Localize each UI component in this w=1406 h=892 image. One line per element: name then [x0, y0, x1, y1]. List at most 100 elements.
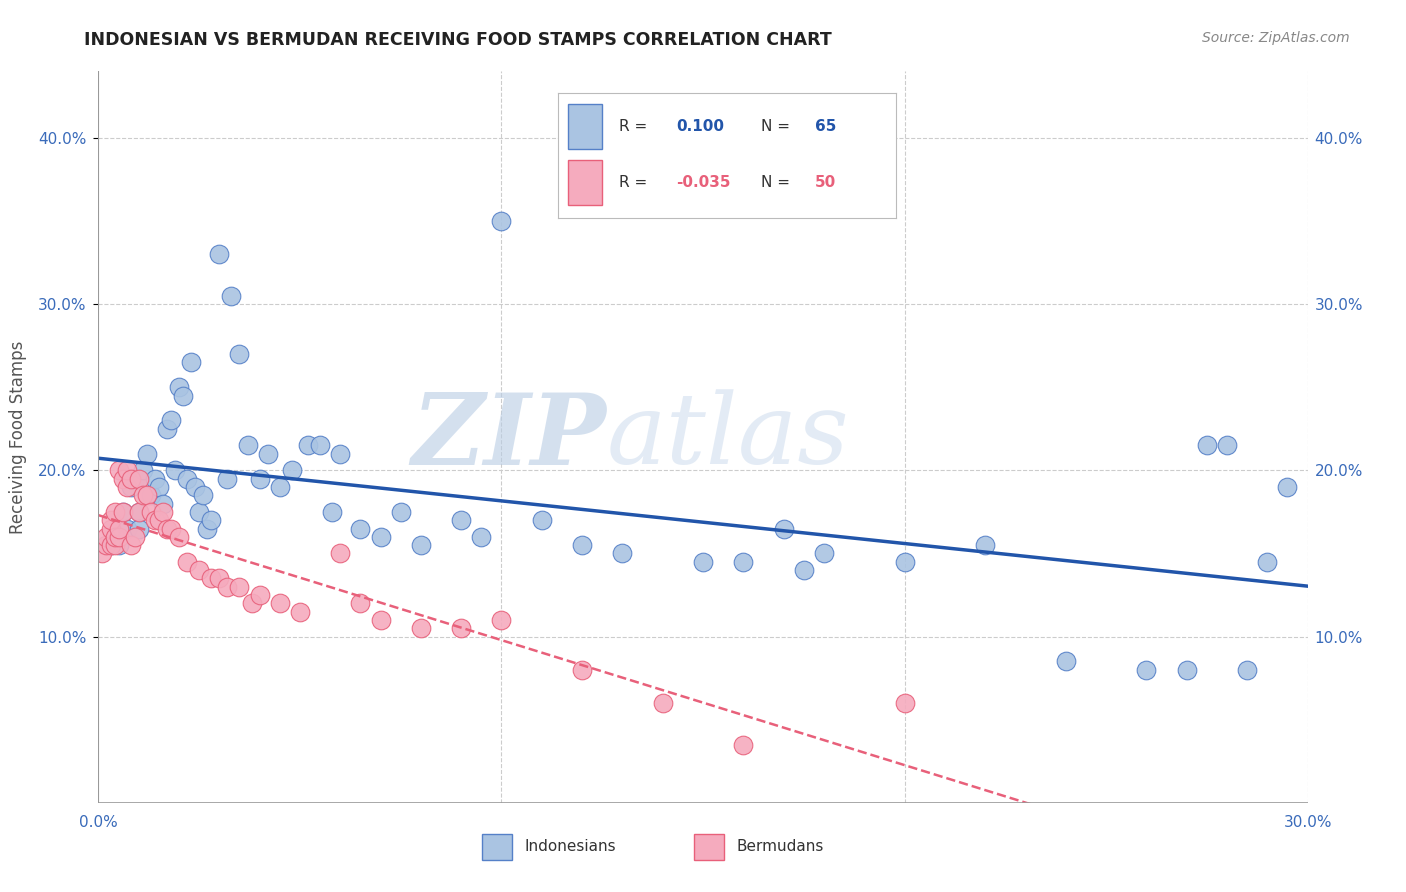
- Point: [217, 472, 239, 486]
- Point: [1277, 480, 1299, 494]
- Point: [103, 538, 125, 552]
- Point: [107, 538, 129, 552]
- Text: INDONESIAN VS BERMUDAN RECEIVING FOOD STAMPS CORRELATION CHART: INDONESIAN VS BERMUDAN RECEIVING FOOD ST…: [84, 31, 832, 49]
- Point: [128, 505, 150, 519]
- Point: [91, 546, 114, 560]
- Point: [100, 538, 122, 552]
- Point: [1175, 663, 1198, 677]
- Point: [128, 521, 150, 535]
- Point: [491, 613, 513, 627]
- Point: [176, 555, 198, 569]
- Point: [200, 571, 222, 585]
- Point: [249, 472, 271, 486]
- Point: [103, 505, 125, 519]
- Point: [111, 472, 134, 486]
- Point: [309, 438, 332, 452]
- Point: [120, 472, 142, 486]
- Point: [132, 463, 155, 477]
- Point: [188, 505, 211, 519]
- Point: [217, 580, 239, 594]
- Point: [571, 538, 593, 552]
- Point: [450, 621, 472, 635]
- Point: [124, 472, 146, 486]
- Point: [321, 505, 343, 519]
- Point: [612, 546, 634, 560]
- Point: [135, 488, 157, 502]
- Point: [139, 505, 162, 519]
- Point: [107, 521, 129, 535]
- Point: [288, 605, 311, 619]
- Point: [156, 521, 179, 535]
- Point: [281, 463, 304, 477]
- Point: [389, 505, 412, 519]
- Point: [163, 463, 186, 477]
- Point: [772, 521, 794, 535]
- Point: [269, 596, 291, 610]
- Point: [152, 497, 174, 511]
- Point: [571, 663, 593, 677]
- Point: [100, 513, 122, 527]
- Point: [184, 480, 207, 494]
- Point: [236, 438, 259, 452]
- Point: [148, 480, 170, 494]
- Point: [530, 513, 553, 527]
- Point: [651, 696, 673, 710]
- Point: [124, 530, 146, 544]
- Point: [160, 521, 183, 535]
- Point: [96, 530, 118, 544]
- Point: [733, 555, 755, 569]
- Point: [172, 388, 194, 402]
- Point: [491, 214, 513, 228]
- Point: [256, 447, 278, 461]
- Point: [111, 505, 134, 519]
- Point: [228, 580, 250, 594]
- Point: [1195, 438, 1218, 452]
- Point: [120, 538, 142, 552]
- Point: [1216, 438, 1239, 452]
- Point: [128, 472, 150, 486]
- Point: [974, 538, 997, 552]
- Point: [167, 380, 190, 394]
- Point: [200, 513, 222, 527]
- Point: [115, 480, 138, 494]
- Point: [139, 488, 162, 502]
- Point: [349, 521, 371, 535]
- Point: [793, 563, 815, 577]
- Point: [1054, 655, 1077, 669]
- Text: Source: ZipAtlas.com: Source: ZipAtlas.com: [1202, 31, 1350, 45]
- Point: [111, 505, 134, 519]
- Point: [188, 563, 211, 577]
- Point: [193, 488, 215, 502]
- Point: [370, 613, 392, 627]
- Point: [128, 472, 150, 486]
- Point: [176, 472, 198, 486]
- Point: [208, 247, 231, 261]
- Point: [692, 555, 714, 569]
- Point: [240, 596, 263, 610]
- Point: [893, 696, 915, 710]
- Point: [128, 505, 150, 519]
- Point: [228, 347, 250, 361]
- Point: [329, 546, 352, 560]
- Point: [221, 289, 243, 303]
- Point: [115, 521, 138, 535]
- Point: [1236, 663, 1258, 677]
- Point: [370, 530, 392, 544]
- Point: [329, 447, 352, 461]
- Point: [107, 530, 129, 544]
- Point: [143, 513, 166, 527]
- Point: [120, 480, 142, 494]
- Point: [143, 472, 166, 486]
- Point: [115, 463, 138, 477]
- Point: [167, 530, 190, 544]
- Point: [135, 447, 157, 461]
- Point: [409, 538, 432, 552]
- Point: [180, 355, 202, 369]
- Point: [96, 538, 118, 552]
- Point: [450, 513, 472, 527]
- Point: [132, 488, 155, 502]
- Point: [1256, 555, 1278, 569]
- Text: atlas: atlas: [606, 390, 849, 484]
- Point: [269, 480, 291, 494]
- Point: [297, 438, 319, 452]
